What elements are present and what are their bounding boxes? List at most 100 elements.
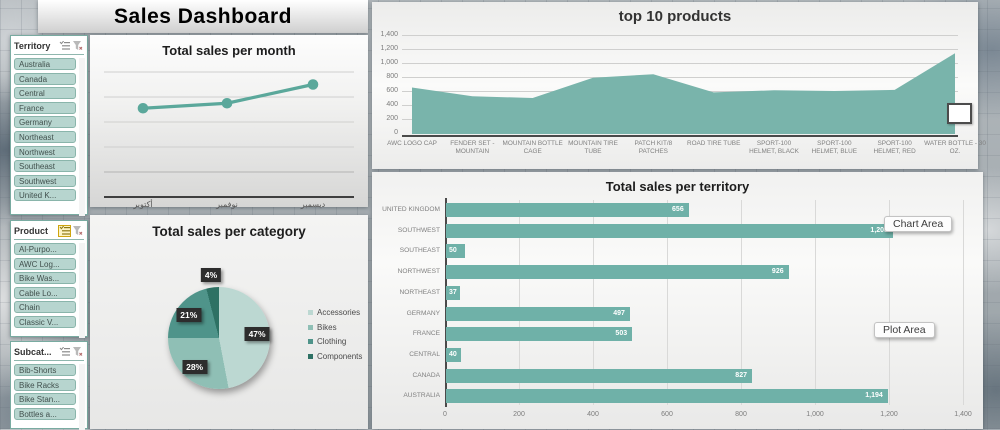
multiselect-icon[interactable] [58,225,71,237]
slicer-item[interactable]: Germany [14,116,76,129]
y-tick-label: 200 [386,115,398,122]
slicer-item[interactable]: Northwest [14,145,76,158]
bar-value-label: 1,208 [870,226,888,234]
gridline [667,200,668,405]
category-label: PATCH KIT/8 PATCHES [634,140,673,156]
y-tick-label: 1,200 [380,45,398,52]
bar-value-label: 1,194 [865,392,883,400]
slicer-item[interactable]: Australia [14,58,76,70]
slicer-item[interactable]: Canada [14,72,76,85]
y-tick-label: 600 [386,87,398,94]
territory-label: SOUTHWEST [397,226,440,234]
clear-filter-icon[interactable] [71,40,84,52]
territory-label: FRANCE [412,330,440,338]
x-tick-label: 1,000 [806,411,824,418]
x-tick-label: 0 [443,411,447,418]
slicer-item[interactable]: Southeast [14,160,76,173]
data-point[interactable] [307,79,319,90]
bar[interactable] [446,389,888,404]
territory-label: GERMANY [406,309,440,317]
gridline [402,49,958,50]
slicer-item[interactable]: Bike Stan... [14,393,76,406]
gridline [593,200,594,405]
gridline [741,200,742,405]
slicer-item[interactable]: AWC Log... [14,257,76,270]
data-point[interactable] [137,102,149,114]
x-tick-label: 200 [513,411,525,418]
selection-box[interactable] [947,103,972,124]
slicer-item[interactable]: Bottles a... [14,407,76,420]
slicer-item[interactable]: Southwest [14,174,76,187]
territory-label: NORTHEAST [399,288,440,296]
bar[interactable] [446,244,465,259]
category-label: WATER BOTTLE - 30 OZ. [924,140,986,156]
pie-percent-label: 4% [200,267,222,282]
gridline [402,77,958,78]
slicer-item[interactable]: France [14,101,76,114]
slicer-item[interactable]: Bike Was... [14,272,76,285]
pie-percent-label: 28% [182,360,208,375]
bar[interactable] [446,203,689,217]
slicer-item[interactable]: Bib-Shorts [14,364,76,376]
territory-label: UNITED KINGDOM [382,206,440,213]
bar[interactable] [446,327,633,342]
multiselect-icon[interactable] [58,40,71,52]
subcategory-slicer-header: Subcat... [14,344,84,361]
legend-label: Accessories [317,308,361,317]
area-series[interactable] [412,53,955,135]
gridline [402,63,958,64]
territory-slicer-title: Territory [14,41,51,51]
category-label: SPORT-100 HELMET, BLACK [749,140,799,156]
legend-item[interactable]: Accessories [308,308,362,317]
territory-slicer-header: Territory [14,38,84,55]
slicer-item[interactable]: Classic V... [14,315,76,328]
territory-label: CENTRAL [409,350,440,358]
bar-value-label: 827 [735,371,747,379]
bar[interactable] [446,285,460,300]
legend-item[interactable]: Clothing [308,337,362,346]
bar-value-label: 503 [615,330,628,338]
territory-slicer: Territory Australia Canada Central France Ge… [10,35,88,216]
legend-label: Components [317,351,363,361]
legend-item[interactable]: Components [308,352,362,361]
product-slicer-header: Product [14,223,84,240]
gridline [402,35,958,36]
slicer-scrollbar[interactable] [79,243,85,338]
category-label: MOUNTAIN BOTTLE CAGE [502,140,563,156]
territory-label: NORTHWEST [397,268,440,276]
bar[interactable] [446,265,789,280]
slicer-item[interactable]: Chain [14,301,76,314]
slicer-scrollbar[interactable] [79,58,85,216]
bar[interactable] [446,306,630,321]
gridline [889,200,890,405]
legend-swatch [308,324,313,330]
slicer-item[interactable]: United K... [14,189,76,202]
clear-filter-icon[interactable] [71,225,84,237]
legend-swatch [308,310,313,315]
territory-label: SOUTHEAST [399,247,440,255]
data-point[interactable] [221,97,233,109]
plot-area-tooltip: Plot Area [874,322,935,338]
slicer-scrollbar[interactable] [79,364,85,430]
legend-item[interactable]: Bikes [308,323,362,332]
multiselect-icon[interactable] [58,346,71,358]
slicer-item[interactable]: Northeast [14,130,76,143]
product-slicer: Product Al-Purpo... AWC Log... Bike Was...… [10,220,88,338]
x-tick-label: 1,200 [880,411,898,418]
bar[interactable] [446,347,461,362]
gridline [815,200,816,405]
category-label: SPORT-100 HELMET, RED [873,140,916,156]
clear-filter-icon[interactable] [71,346,84,358]
slicer-item[interactable]: Central [14,87,76,100]
y-axis [445,198,447,407]
monthly-sales-chart: Total sales per month أكتوبر نوفمبر ديسمبر [90,35,368,209]
bar-value-label: 40 [449,350,457,358]
bar[interactable] [446,223,893,238]
territory-chart-title: Total sales per territory [605,179,750,194]
bar[interactable] [446,368,752,383]
bar-value-label: 656 [672,206,684,213]
slicer-item[interactable]: Cable Lo... [14,286,76,299]
slicer-item[interactable]: Al-Purpo... [14,243,76,255]
slicer-item[interactable]: Bike Racks [14,378,76,391]
legend-label: Bikes [317,322,337,332]
